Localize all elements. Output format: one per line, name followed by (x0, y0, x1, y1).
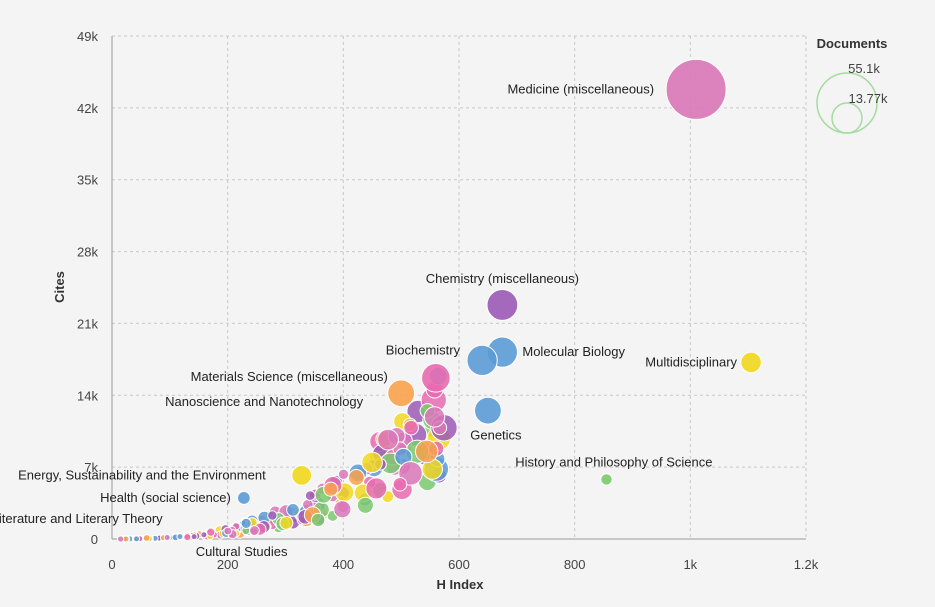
point-label: Multidisciplinary (645, 354, 737, 369)
x-tick-label: 400 (332, 557, 354, 572)
data-bubble[interactable] (403, 419, 419, 436)
data-bubble[interactable] (347, 469, 365, 486)
data-bubble[interactable] (240, 517, 252, 529)
data-bubble[interactable] (279, 515, 294, 530)
y-tick-label: 49k (77, 29, 98, 44)
point-label: Literature and Literary Theory (0, 511, 163, 526)
data-bubble[interactable] (304, 490, 316, 501)
data-bubble[interactable] (486, 289, 519, 321)
data-bubble[interactable] (665, 58, 727, 120)
point-label: Molecular Biology (522, 344, 625, 359)
data-bubble[interactable] (414, 439, 439, 464)
point-label: Energy, Sustainability and the Environme… (18, 467, 266, 482)
data-bubble[interactable] (183, 533, 192, 542)
data-bubble[interactable] (223, 526, 233, 536)
data-bubble[interactable] (206, 527, 216, 537)
data-bubble[interactable] (310, 512, 326, 528)
data-bubble[interactable] (361, 451, 383, 474)
point-label: Materials Science (miscellaneous) (191, 369, 388, 384)
data-bubble[interactable] (423, 406, 446, 428)
legend-title: Documents (817, 36, 888, 51)
y-axis-title: Cites (52, 271, 67, 303)
x-tick-label: 1k (683, 557, 697, 572)
y-tick-label: 35k (77, 173, 98, 188)
data-bubble[interactable] (176, 533, 184, 541)
x-axis-title: H Index (437, 577, 485, 592)
legend-max-label: 55.1k (848, 61, 880, 76)
data-bubble[interactable] (190, 533, 198, 541)
x-tick-label: 600 (448, 557, 470, 572)
data-bubble[interactable] (142, 534, 151, 542)
data-bubble[interactable] (236, 491, 251, 505)
data-bubble[interactable] (600, 473, 613, 486)
y-tick-label: 7k (84, 460, 98, 475)
x-tick-label: 200 (217, 557, 239, 572)
data-bubble[interactable] (163, 533, 171, 541)
data-bubble[interactable] (377, 428, 399, 451)
y-tick-label: 42k (77, 101, 98, 116)
data-bubble[interactable] (474, 396, 502, 425)
y-tick-label: 28k (77, 245, 98, 260)
y-tick-label: 21k (77, 316, 98, 331)
x-tick-label: 1.2k (794, 557, 819, 572)
data-bubble[interactable] (740, 351, 762, 374)
data-bubble[interactable] (387, 379, 416, 408)
point-label: Genetics (470, 428, 522, 443)
point-label: Chemistry (miscellaneous) (426, 271, 579, 286)
point-label: History and Philosophy of Science (515, 454, 712, 469)
point-label: Medicine (miscellaneous) (507, 81, 654, 96)
labeled-bubbles (117, 58, 762, 543)
point-label: Biochemistry (386, 342, 461, 357)
data-bubble[interactable] (323, 481, 339, 497)
legend-mid-label: 13.77k (848, 91, 888, 106)
data-bubble[interactable] (337, 468, 350, 480)
data-bubble[interactable] (249, 525, 260, 536)
x-tick-label: 800 (564, 557, 586, 572)
data-bubble[interactable] (286, 502, 300, 517)
data-bubble[interactable] (466, 344, 498, 377)
size-legend: Documents 55.1k 13.77k (816, 36, 888, 134)
background-bubbles (120, 366, 458, 543)
data-bubble[interactable] (421, 363, 451, 393)
y-tick-label: 0 (91, 532, 98, 547)
point-label: Nanoscience and Nanotechnology (165, 394, 364, 409)
data-bubble[interactable] (365, 477, 388, 500)
y-tick-label: 14k (77, 388, 98, 403)
data-bubble[interactable] (291, 464, 313, 486)
point-labels: Medicine (miscellaneous) Chemistry (misce… (0, 81, 738, 559)
data-bubble[interactable] (356, 496, 374, 514)
legend-circle-mid (831, 102, 863, 134)
data-bubble[interactable] (392, 476, 408, 492)
point-label: Health (social science) (100, 490, 231, 505)
x-tick-label: 0 (108, 557, 115, 572)
data-bubble[interactable] (333, 500, 352, 519)
data-bubble[interactable] (117, 535, 125, 543)
data-bubble[interactable] (200, 531, 208, 539)
point-label: Cultural Studies (196, 544, 288, 559)
data-bubble[interactable] (267, 510, 278, 521)
data-bubble[interactable] (133, 535, 141, 543)
axes: 0 200 400 600 800 1k 1.2k 0 7k 14k 21k 28k 35k 42k 49k (77, 29, 819, 572)
